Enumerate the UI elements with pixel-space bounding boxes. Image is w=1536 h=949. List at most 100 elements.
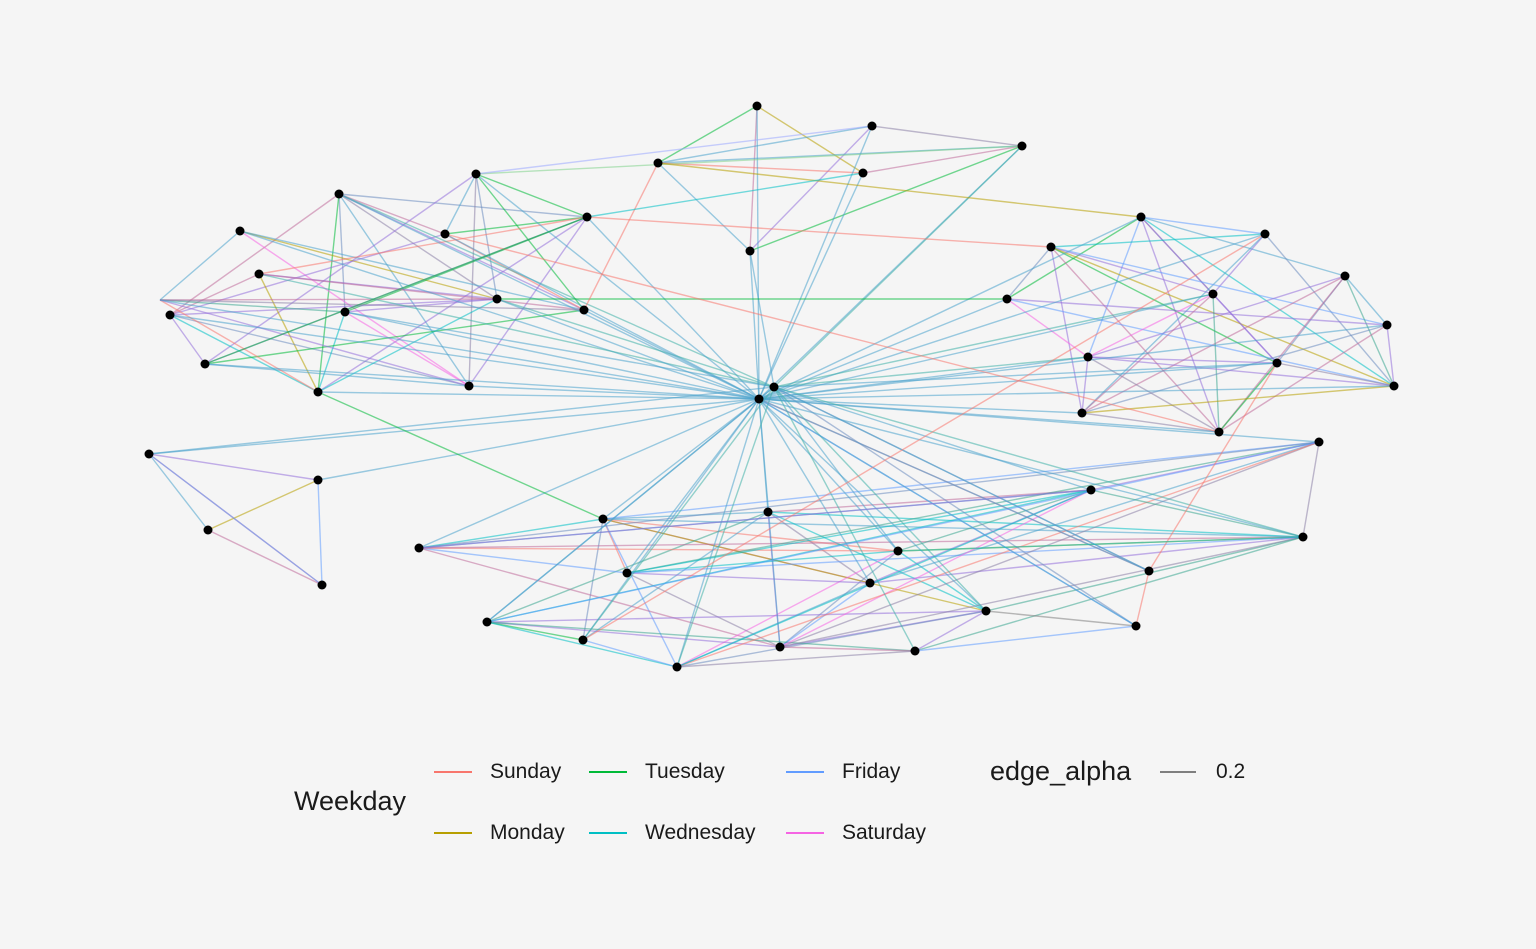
edge	[758, 233, 1266, 400]
edge	[773, 356, 1089, 388]
edge	[897, 489, 1092, 552]
edge	[897, 550, 987, 612]
edge	[258, 216, 588, 275]
edge	[486, 511, 769, 623]
legend-key-sunday	[434, 771, 472, 773]
edge	[475, 173, 588, 218]
edge	[758, 385, 1395, 400]
edge	[258, 273, 775, 388]
node	[482, 617, 492, 627]
edge	[869, 441, 1320, 584]
edge	[1081, 385, 1395, 414]
edge	[1344, 275, 1388, 326]
edge	[148, 386, 775, 455]
node	[1077, 408, 1087, 418]
edge	[338, 193, 775, 388]
node	[464, 381, 474, 391]
edge	[317, 479, 323, 586]
edge	[676, 398, 760, 668]
node	[1208, 289, 1218, 299]
edge	[582, 518, 604, 641]
edge	[148, 453, 319, 481]
edge	[626, 572, 871, 584]
legend-item-alpha: 0.2	[1160, 760, 1245, 784]
edge	[338, 193, 446, 235]
node	[858, 168, 868, 178]
edge	[169, 314, 470, 387]
edge	[1081, 324, 1388, 414]
edge	[1050, 233, 1266, 248]
edge	[1087, 356, 1220, 433]
edge	[418, 398, 760, 549]
node	[981, 606, 991, 616]
node	[313, 475, 323, 485]
edge	[344, 311, 775, 388]
edge	[758, 398, 781, 648]
node	[235, 226, 245, 236]
node	[165, 310, 175, 320]
edge	[169, 314, 206, 365]
edge	[1212, 293, 1220, 433]
edge	[779, 441, 1320, 648]
edge	[1050, 246, 1220, 433]
edge	[773, 386, 916, 652]
legend-item-monday: Monday	[434, 821, 565, 845]
node	[745, 246, 755, 256]
node	[1382, 320, 1392, 330]
edge	[773, 145, 1023, 388]
node	[1340, 271, 1350, 281]
edge	[475, 173, 585, 311]
edge	[756, 105, 864, 174]
edge	[486, 610, 987, 623]
legend-item-sunday: Sunday	[434, 760, 561, 784]
node	[440, 229, 450, 239]
edge	[602, 511, 769, 520]
edge	[475, 173, 760, 400]
edge	[418, 518, 604, 549]
node	[1083, 352, 1093, 362]
edge	[1087, 356, 1278, 364]
edge	[486, 441, 1320, 623]
node	[334, 189, 344, 199]
edge	[773, 386, 1092, 491]
edge	[626, 441, 1320, 574]
node	[1214, 427, 1224, 437]
edge	[758, 324, 1388, 400]
node	[754, 394, 764, 404]
node	[1131, 621, 1141, 631]
edge	[758, 398, 899, 552]
node	[1086, 485, 1096, 495]
edge	[582, 233, 1266, 641]
edge	[758, 356, 1089, 400]
edge	[1050, 246, 1388, 326]
legend-key-saturday	[786, 832, 824, 834]
edge	[486, 621, 781, 648]
edge	[676, 550, 899, 668]
legend-item-saturday: Saturday	[786, 821, 926, 845]
edge	[1386, 324, 1395, 387]
edge	[758, 298, 1008, 400]
edge	[779, 646, 916, 652]
edge	[159, 298, 498, 301]
edge	[1087, 293, 1214, 358]
edge	[169, 314, 760, 400]
edge	[914, 536, 1304, 652]
edge	[758, 398, 987, 612]
edge	[582, 639, 678, 668]
edge	[1302, 441, 1320, 538]
edge	[1264, 233, 1395, 387]
node	[471, 169, 481, 179]
edge	[169, 193, 340, 316]
edge	[159, 299, 470, 387]
node	[340, 307, 350, 317]
node	[1298, 532, 1308, 542]
edge	[1006, 216, 1142, 300]
edge	[496, 298, 775, 388]
edges	[148, 105, 1395, 668]
edge	[204, 309, 585, 365]
edge	[317, 193, 340, 393]
edge	[1006, 246, 1052, 300]
edge	[486, 621, 678, 668]
edge	[779, 550, 899, 648]
node	[775, 642, 785, 652]
